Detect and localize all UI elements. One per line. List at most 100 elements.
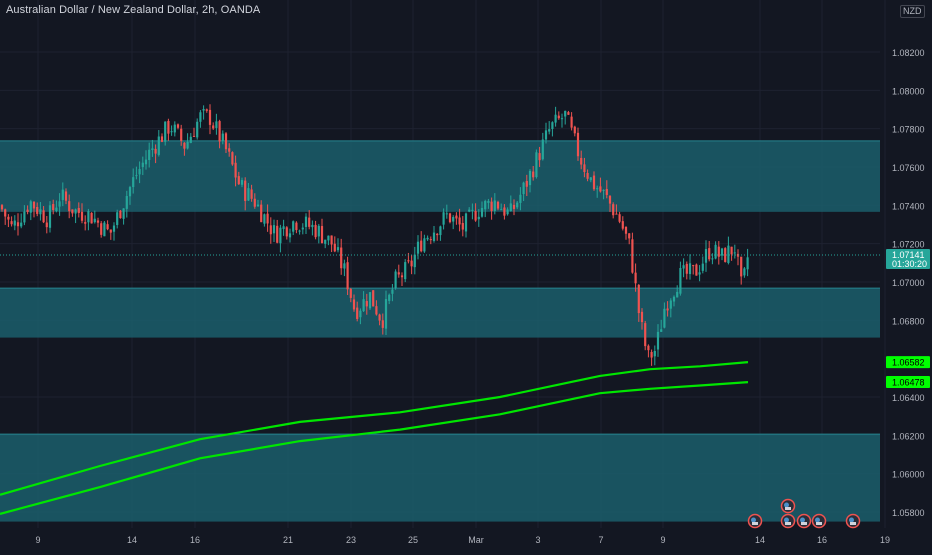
candle-body: [327, 235, 330, 241]
moving-averages: [0, 361, 749, 515]
candle-body: [676, 291, 679, 298]
currency-badge[interactable]: NZD: [900, 5, 925, 18]
candle-body: [52, 204, 55, 211]
candle-body: [660, 329, 663, 332]
candle-body: [596, 188, 599, 190]
candle-body: [628, 233, 631, 239]
candle-body: [180, 128, 183, 141]
candle-body: [96, 220, 100, 223]
candle-body: [650, 352, 653, 358]
candle-body: [717, 246, 720, 257]
candle-body: [740, 256, 743, 277]
candle-body: [298, 230, 301, 232]
event-marker-icon[interactable]: [811, 513, 827, 529]
x-tick-label: 25: [408, 535, 418, 545]
candle-body: [0, 205, 4, 210]
candle-body: [224, 133, 228, 150]
candle-body: [260, 204, 263, 223]
x-tick-label: 21: [283, 535, 293, 545]
candle-body: [71, 209, 74, 214]
candle-body: [714, 244, 717, 259]
zone-box[interactable]: [0, 140, 880, 212]
candle-body: [317, 225, 320, 237]
event-marker-icon[interactable]: [747, 513, 763, 529]
candle-body: [416, 241, 420, 254]
candle-body: [128, 187, 132, 197]
ma-line-1[interactable]: [0, 361, 749, 496]
candle-body: [100, 223, 103, 235]
candle-body: [189, 136, 192, 143]
candle-body: [356, 307, 359, 319]
candle-body: [576, 132, 580, 157]
candle-body: [346, 262, 349, 290]
candle-body: [372, 290, 375, 307]
candle-body: [615, 213, 618, 215]
candle-body: [480, 207, 484, 217]
candle-body: [528, 170, 532, 186]
x-tick-label: 14: [755, 535, 765, 545]
x-tick-label: 16: [190, 535, 200, 545]
candle-body: [80, 211, 84, 221]
candle-body: [432, 232, 436, 241]
candle-body: [343, 263, 346, 269]
candle-body: [320, 226, 324, 244]
candle-body: [724, 248, 727, 262]
candle-body: [608, 196, 612, 204]
x-tick-label: 16: [817, 535, 827, 545]
candle-body: [420, 240, 423, 252]
candle-body: [45, 222, 48, 228]
candle-body: [573, 126, 576, 134]
candle-body: [10, 221, 13, 225]
candle-body: [503, 207, 506, 216]
candle-body: [61, 189, 64, 200]
candle-body: [496, 201, 500, 209]
candle-body: [144, 159, 148, 165]
candle-body: [183, 142, 186, 149]
event-marker-icon[interactable]: [780, 498, 796, 514]
candle-body: [87, 211, 90, 223]
candle-body: [36, 206, 39, 214]
candles: [0, 104, 749, 366]
zone-box[interactable]: [0, 434, 880, 522]
candle-body: [567, 112, 570, 115]
candle-body: [570, 116, 573, 128]
candle-body: [400, 275, 404, 278]
ma-line-2[interactable]: [0, 381, 749, 515]
candle-body: [666, 308, 669, 311]
event-marker-icon[interactable]: [845, 513, 861, 529]
zone-box[interactable]: [0, 288, 880, 338]
ma-value-label: 1.06478: [886, 376, 930, 389]
candle-body: [743, 268, 746, 276]
candle-body: [544, 130, 548, 140]
event-marker-icon[interactable]: [796, 513, 812, 529]
x-tick-label: 9: [35, 535, 40, 545]
candle-body: [202, 109, 205, 111]
candle-body: [132, 177, 135, 188]
y-tick-label: 1.07200: [892, 240, 925, 250]
candle-body: [247, 188, 250, 201]
candle-body: [135, 175, 138, 177]
candle-body: [48, 205, 52, 228]
bar-countdown: 01:30:20: [892, 259, 927, 269]
candle-body: [212, 125, 215, 129]
candle-body: [532, 171, 535, 178]
candle-body: [68, 201, 71, 212]
candle-body: [704, 249, 708, 263]
candle-body: [122, 208, 125, 219]
candle-body: [64, 191, 68, 201]
candle-body: [490, 201, 493, 212]
candle-body: [554, 114, 557, 123]
candle-body: [695, 264, 698, 276]
candle-body: [221, 133, 224, 142]
candle-body: [167, 120, 170, 134]
candle-body: [688, 263, 692, 275]
candle-body: [311, 224, 314, 228]
candle-body: [106, 224, 109, 230]
candle-body: [426, 237, 429, 240]
candle-body: [458, 217, 461, 225]
event-marker-icon[interactable]: [780, 513, 796, 529]
candle-body: [605, 189, 608, 195]
time-axis: 9 14 16 21 23 25 Mar 3 7 9 14 16 19: [35, 535, 890, 545]
